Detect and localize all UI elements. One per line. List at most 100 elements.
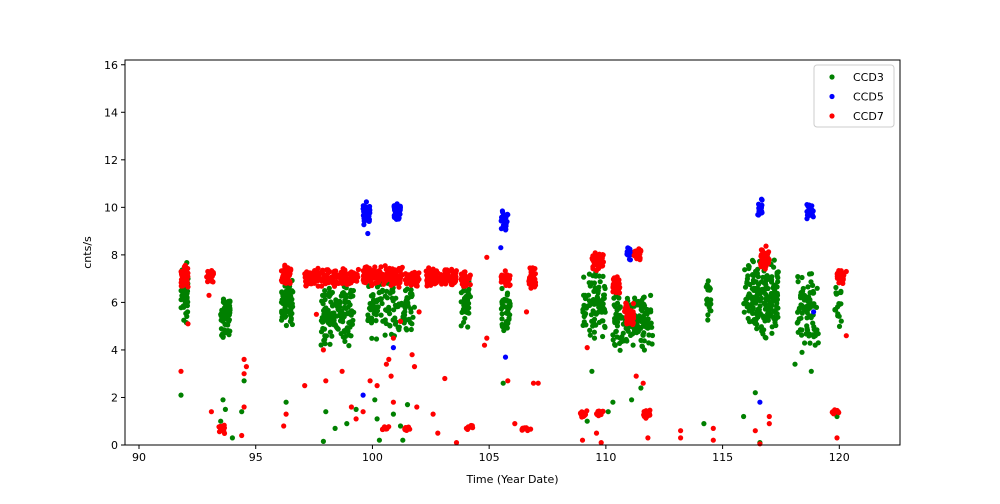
data-point bbox=[338, 293, 344, 299]
data-point bbox=[706, 304, 712, 310]
data-point bbox=[499, 285, 505, 292]
data-point bbox=[408, 326, 414, 333]
data-point bbox=[641, 301, 647, 307]
data-point bbox=[765, 297, 772, 303]
data-point bbox=[582, 412, 588, 418]
data-point bbox=[795, 274, 801, 280]
data-point bbox=[838, 301, 844, 307]
data-point bbox=[367, 210, 373, 216]
data-point bbox=[339, 308, 345, 314]
data-point bbox=[751, 317, 757, 323]
data-point bbox=[373, 309, 379, 316]
data-point bbox=[764, 254, 770, 260]
data-point bbox=[219, 332, 225, 338]
data-point bbox=[799, 349, 805, 355]
data-point bbox=[326, 285, 332, 291]
data-point bbox=[591, 335, 598, 341]
data-point bbox=[226, 312, 232, 318]
data-point bbox=[343, 305, 349, 311]
data-point bbox=[626, 256, 633, 262]
data-point bbox=[611, 295, 617, 301]
data-point bbox=[500, 209, 506, 215]
data-point bbox=[400, 314, 406, 320]
data-point bbox=[811, 324, 817, 330]
data-point bbox=[619, 334, 625, 340]
data-point bbox=[178, 392, 184, 398]
data-point bbox=[629, 397, 635, 403]
data-point bbox=[404, 272, 410, 278]
data-point bbox=[180, 294, 186, 300]
data-point bbox=[369, 335, 375, 341]
data-point bbox=[616, 290, 623, 296]
data-point bbox=[362, 267, 368, 274]
data-point bbox=[625, 314, 631, 320]
data-point bbox=[584, 418, 590, 424]
data-point bbox=[759, 287, 765, 293]
data-point bbox=[705, 312, 711, 318]
data-point bbox=[838, 288, 844, 294]
data-point bbox=[589, 368, 595, 374]
legend-marker bbox=[829, 113, 835, 119]
data-point bbox=[326, 293, 332, 299]
data-point bbox=[798, 294, 804, 300]
data-point bbox=[404, 295, 410, 301]
data-point bbox=[501, 277, 507, 283]
data-point bbox=[180, 303, 186, 309]
data-point bbox=[222, 321, 228, 327]
data-point bbox=[759, 247, 765, 253]
data-point bbox=[307, 274, 313, 280]
data-point bbox=[593, 322, 599, 328]
data-point bbox=[323, 378, 329, 384]
data-point bbox=[775, 314, 781, 320]
series-ccd5 bbox=[360, 196, 817, 405]
data-point bbox=[771, 290, 777, 296]
data-point bbox=[630, 342, 636, 348]
data-point bbox=[469, 423, 475, 429]
data-point bbox=[504, 290, 511, 296]
data-point bbox=[339, 368, 345, 374]
data-point bbox=[484, 254, 490, 260]
data-point bbox=[754, 292, 760, 298]
data-point bbox=[465, 324, 471, 330]
data-point bbox=[378, 296, 384, 302]
data-point bbox=[756, 309, 762, 315]
data-point bbox=[795, 319, 801, 325]
data-point bbox=[751, 285, 757, 291]
data-point bbox=[498, 306, 504, 312]
data-point bbox=[390, 317, 396, 323]
data-point bbox=[383, 361, 389, 367]
data-point bbox=[288, 294, 294, 300]
data-point bbox=[381, 424, 387, 431]
data-point bbox=[283, 322, 289, 329]
x-tick-label: 110 bbox=[595, 451, 616, 464]
data-point bbox=[425, 270, 431, 276]
y-tick-label: 16 bbox=[104, 59, 118, 72]
data-point bbox=[279, 289, 285, 295]
data-point bbox=[353, 406, 359, 412]
data-point bbox=[595, 413, 602, 419]
data-point bbox=[835, 270, 841, 276]
data-point bbox=[379, 275, 385, 281]
data-point bbox=[580, 307, 586, 313]
data-point bbox=[346, 271, 352, 277]
data-point bbox=[646, 332, 652, 338]
data-point bbox=[843, 268, 849, 275]
data-point bbox=[612, 315, 618, 322]
data-point bbox=[466, 300, 472, 306]
data-point bbox=[374, 383, 380, 389]
data-point bbox=[612, 342, 618, 348]
data-point bbox=[343, 292, 349, 298]
data-point bbox=[382, 332, 388, 338]
data-point bbox=[593, 267, 600, 273]
data-point bbox=[365, 230, 371, 237]
data-point bbox=[394, 304, 400, 310]
data-point bbox=[182, 277, 188, 283]
data-point bbox=[623, 307, 630, 313]
data-point bbox=[327, 341, 333, 347]
data-point bbox=[241, 378, 247, 384]
data-point bbox=[705, 317, 711, 323]
data-point bbox=[710, 425, 716, 431]
data-point bbox=[382, 293, 388, 299]
data-point bbox=[586, 298, 593, 304]
data-point bbox=[767, 313, 773, 319]
